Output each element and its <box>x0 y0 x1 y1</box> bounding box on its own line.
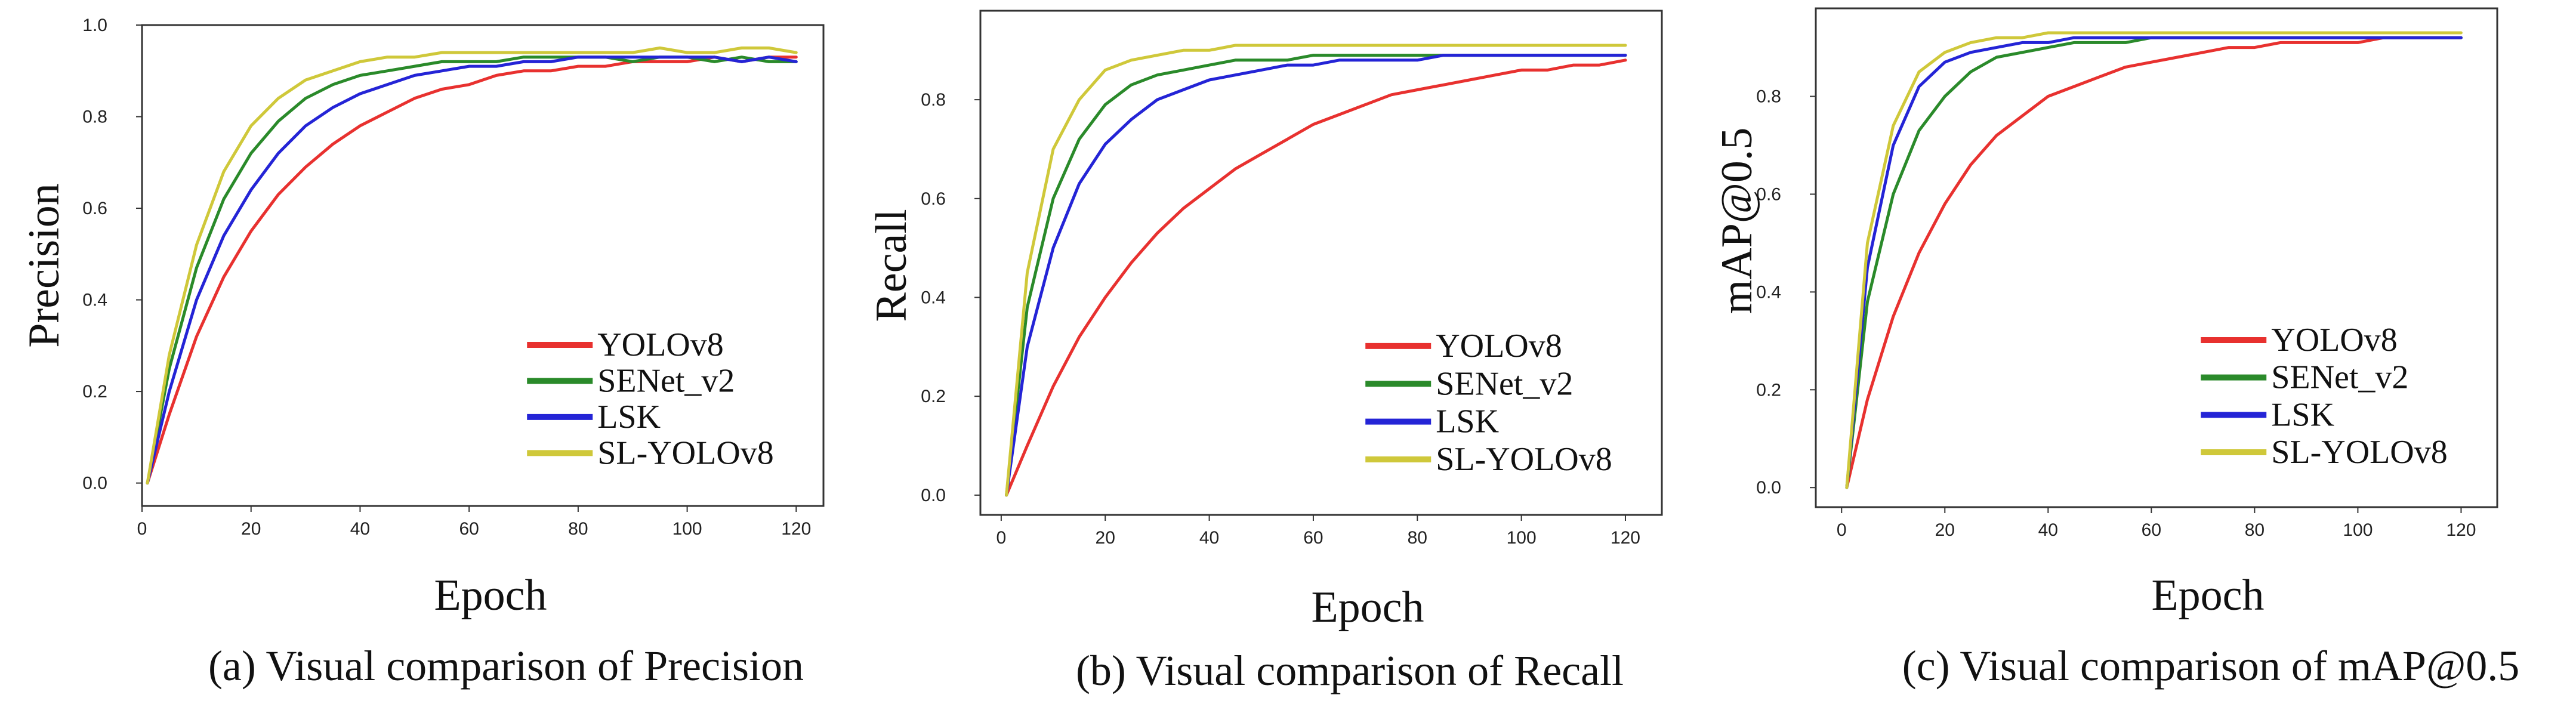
y-ticks-map50: 0.0 0.2 0.4 0.6 0.8 <box>1756 87 1816 498</box>
y-axis-title: Precision <box>20 183 69 347</box>
y-tick-label: 0.8 <box>921 90 946 110</box>
legend-label-lsk: LSK <box>2271 396 2334 433</box>
y-tick-label: 0.0 <box>82 474 107 493</box>
x-tick-label: 20 <box>241 519 261 539</box>
series-layer-precision <box>146 46 798 485</box>
y-axis-title: mAP@0.5 <box>1713 128 1761 314</box>
series-line-yolov8 <box>146 55 798 485</box>
x-tick-label: 40 <box>2038 520 2058 540</box>
x-ticks-map50: 0 20 40 60 80 100 120 <box>1837 507 2476 540</box>
series-line-lsk <box>146 55 798 485</box>
y-tick-label: 0.2 <box>1756 380 1781 400</box>
y-tick-label: 0.6 <box>82 199 107 218</box>
x-tick-label: 60 <box>1303 528 1323 548</box>
series-line-sl-yolov8 <box>146 46 798 485</box>
plot-frame-map50 <box>1815 7 2498 508</box>
x-tick-label: 40 <box>1199 528 1219 548</box>
y-tick-label: 0.4 <box>82 291 107 310</box>
legend-label-sl-yolov8: SL-YOLOv8 <box>1436 441 1612 478</box>
y-tick-label: 0.8 <box>1756 87 1781 107</box>
x-axis-title: Epoch <box>2151 571 2264 620</box>
legend-label-lsk: LSK <box>1436 403 1499 440</box>
x-tick-label: 40 <box>350 519 370 539</box>
x-tick-label: 80 <box>1408 528 1427 548</box>
x-tick-label: 120 <box>1611 528 1640 548</box>
series-line-sl-yolov8 <box>1845 31 2463 489</box>
caption-b: (b) Visual comparison of Recall <box>1076 647 1624 694</box>
x-tick-label: 0 <box>1837 520 1847 540</box>
panel-recall: 0 20 40 60 80 100 120 0.0 0.2 0.4 0.6 0.8 YOLOv8SE… <box>867 10 1663 694</box>
series-line-lsk <box>1845 36 2463 489</box>
panel-precision: 0 20 40 60 80 100 120 0.0 0.2 0.4 0.6 0.8 1.0 YOLOv… <box>20 16 825 690</box>
x-tick-label: 20 <box>1096 528 1115 548</box>
x-tick-label: 80 <box>568 519 588 539</box>
legend-label-senet-v2: SENet_v2 <box>2271 359 2408 396</box>
legend-label-yolov8: YOLOv8 <box>1436 328 1562 365</box>
x-tick-label: 80 <box>2245 520 2265 540</box>
series-layer-recall <box>1005 44 1627 497</box>
plot-frame-recall <box>979 10 1663 516</box>
caption-c: (c) Visual comparison of mAP@0.5 <box>1902 642 2520 690</box>
x-tick-label: 0 <box>997 528 1007 548</box>
x-tick-label: 20 <box>1935 520 1955 540</box>
x-tick-label: 0 <box>137 519 147 539</box>
series-line-yolov8 <box>1005 58 1627 497</box>
x-ticks-recall: 0 20 40 60 80 100 120 <box>997 515 1640 548</box>
y-tick-label: 0.0 <box>921 486 946 505</box>
x-ticks-precision: 0 20 40 60 80 100 120 <box>137 506 811 539</box>
x-tick-label: 60 <box>459 519 479 539</box>
y-tick-label: 0.6 <box>921 189 946 209</box>
x-tick-label: 100 <box>1507 528 1537 548</box>
legend-label-sl-yolov8: SL-YOLOv8 <box>2271 434 2448 471</box>
y-ticks-recall: 0.0 0.2 0.4 0.6 0.8 <box>921 90 980 505</box>
series-layer-map50 <box>1845 31 2463 489</box>
legend-label-lsk: LSK <box>597 399 661 436</box>
legend-label-yolov8: YOLOv8 <box>597 326 724 363</box>
y-tick-label: 0.6 <box>1756 184 1781 204</box>
y-tick-label: 0.4 <box>1756 282 1781 302</box>
legend-label-senet-v2: SENet_v2 <box>1436 365 1573 402</box>
legend-label-senet-v2: SENet_v2 <box>597 362 735 399</box>
y-tick-label: 0.2 <box>921 387 946 406</box>
y-tick-label: 0.2 <box>82 382 107 402</box>
x-tick-label: 120 <box>781 519 811 539</box>
series-line-lsk <box>1005 54 1627 497</box>
x-tick-label: 120 <box>2446 520 2476 540</box>
panel-map50: 0 20 40 60 80 100 120 0.0 0.2 0.4 0.6 0.8 YOLOv8SE… <box>1713 7 2520 690</box>
x-axis-title: Epoch <box>434 571 547 620</box>
x-tick-label: 100 <box>672 519 702 539</box>
y-axis-title: Recall <box>867 209 916 322</box>
y-tick-label: 0.8 <box>82 107 107 127</box>
y-ticks-precision: 0.0 0.2 0.4 0.6 0.8 1.0 <box>82 16 142 493</box>
x-tick-label: 60 <box>2142 520 2161 540</box>
y-tick-label: 0.4 <box>921 288 946 307</box>
x-tick-label: 100 <box>2343 520 2373 540</box>
legend-label-sl-yolov8: SL-YOLOv8 <box>597 434 774 471</box>
series-line-sl-yolov8 <box>1005 44 1627 497</box>
x-axis-title: Epoch <box>1311 583 1424 632</box>
caption-a: (a) Visual comparison of Precision <box>208 642 804 690</box>
legend-label-yolov8: YOLOv8 <box>2271 322 2398 359</box>
plot-frame-precision <box>141 24 825 507</box>
y-tick-label: 1.0 <box>82 16 107 35</box>
y-tick-label: 0.0 <box>1756 478 1781 498</box>
series-line-yolov8 <box>1845 36 2463 489</box>
